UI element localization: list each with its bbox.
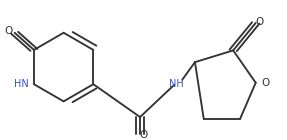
Text: O: O: [261, 78, 270, 88]
Text: O: O: [4, 26, 13, 36]
Text: NH: NH: [169, 79, 184, 89]
Text: O: O: [139, 130, 148, 140]
Text: HN: HN: [14, 79, 29, 88]
Text: O: O: [255, 17, 263, 27]
